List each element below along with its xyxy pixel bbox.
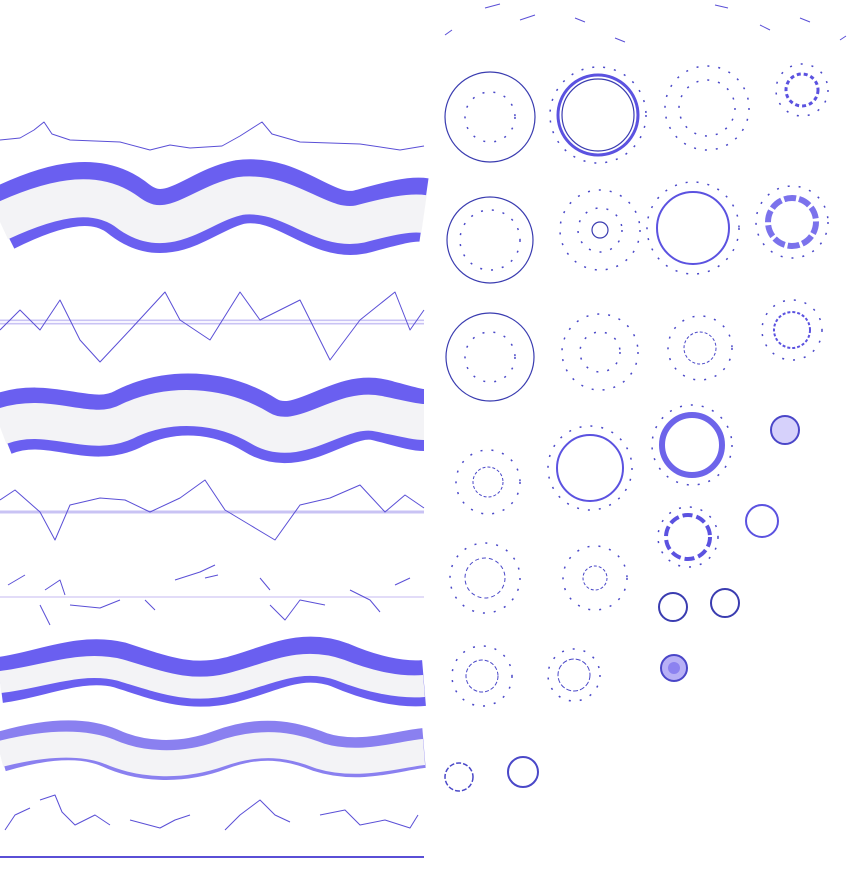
thick-band	[0, 373, 426, 463]
burst	[761, 299, 823, 361]
bolt-fragment	[7, 564, 411, 626]
bolt-zigzag	[0, 479, 425, 541]
bolt-bar	[0, 479, 425, 541]
bolt-fragment	[4, 794, 419, 831]
band-core	[0, 390, 425, 453]
bolt-bar	[0, 291, 425, 363]
burst	[660, 654, 688, 682]
thick-band	[0, 636, 426, 707]
burst	[449, 542, 521, 614]
burst	[549, 66, 647, 164]
burst	[710, 588, 740, 618]
burst	[444, 762, 474, 792]
burst	[562, 545, 628, 611]
thick-band	[0, 720, 427, 780]
bolt-fragments	[0, 564, 424, 626]
burst	[444, 71, 536, 163]
burst	[445, 312, 535, 402]
burst	[775, 63, 829, 117]
band-core	[0, 176, 427, 244]
bolt-thin	[0, 121, 425, 151]
band-core	[0, 653, 425, 699]
burst	[651, 404, 733, 486]
thick-band	[0, 159, 429, 255]
spark-fragment	[444, 3, 847, 43]
burst	[664, 65, 750, 151]
burst	[547, 648, 601, 702]
lightning-strips	[0, 121, 429, 858]
burst	[507, 756, 539, 788]
burst	[455, 449, 521, 515]
burst	[745, 504, 779, 538]
burst	[658, 592, 688, 622]
band-core	[0, 731, 426, 777]
burst	[755, 185, 829, 259]
burst	[657, 506, 719, 568]
burst	[559, 189, 641, 271]
burst	[667, 315, 733, 381]
burst	[451, 645, 513, 707]
burst	[561, 313, 639, 391]
burst	[646, 181, 740, 275]
burst	[446, 196, 534, 284]
burst-grid	[444, 3, 847, 792]
burst	[547, 425, 633, 511]
bolt-zigzag	[0, 291, 425, 363]
burst	[770, 415, 800, 445]
